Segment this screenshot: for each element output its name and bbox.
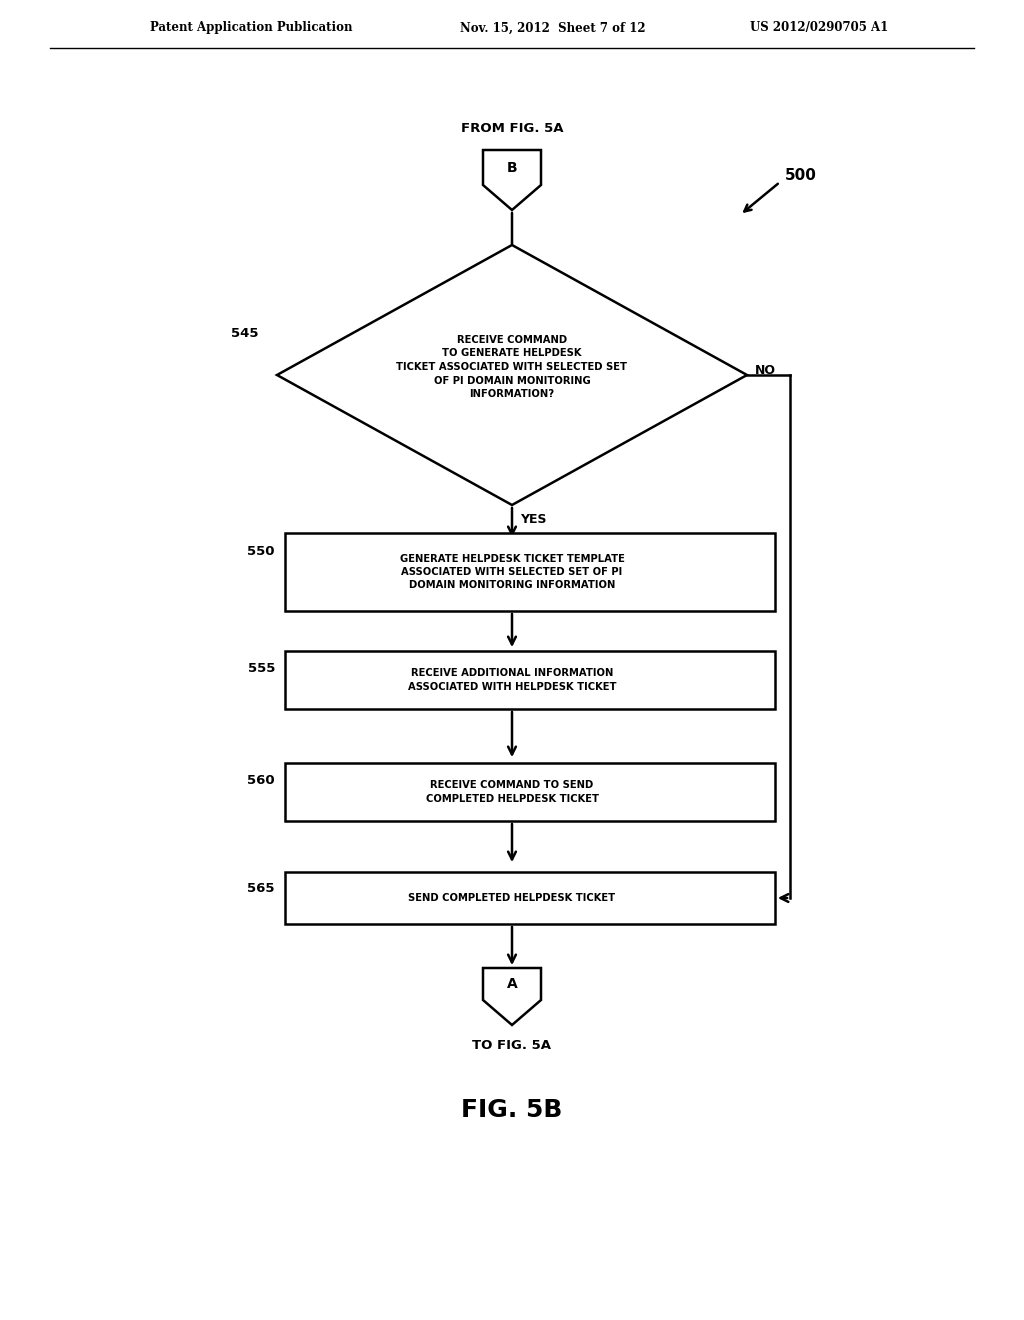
Text: US 2012/0290705 A1: US 2012/0290705 A1 [750,21,888,34]
FancyBboxPatch shape [285,873,775,924]
Text: SEND COMPLETED HELPDESK TICKET: SEND COMPLETED HELPDESK TICKET [409,894,615,903]
Text: TO FIG. 5A: TO FIG. 5A [472,1039,552,1052]
Text: RECEIVE ADDITIONAL INFORMATION
ASSOCIATED WITH HELPDESK TICKET: RECEIVE ADDITIONAL INFORMATION ASSOCIATE… [408,668,616,692]
Text: Nov. 15, 2012  Sheet 7 of 12: Nov. 15, 2012 Sheet 7 of 12 [460,21,645,34]
FancyBboxPatch shape [285,533,775,611]
Text: B: B [507,161,517,174]
Text: FIG. 5B: FIG. 5B [462,1098,562,1122]
Text: 565: 565 [248,882,275,895]
Text: 555: 555 [248,661,275,675]
Text: 500: 500 [785,168,817,182]
Text: 560: 560 [248,774,275,787]
Polygon shape [483,150,541,210]
Text: Patent Application Publication: Patent Application Publication [150,21,352,34]
FancyBboxPatch shape [285,763,775,821]
Text: GENERATE HELPDESK TICKET TEMPLATE
ASSOCIATED WITH SELECTED SET OF PI
DOMAIN MONI: GENERATE HELPDESK TICKET TEMPLATE ASSOCI… [399,554,625,590]
Text: RECEIVE COMMAND TO SEND
COMPLETED HELPDESK TICKET: RECEIVE COMMAND TO SEND COMPLETED HELPDE… [426,780,598,804]
FancyBboxPatch shape [285,651,775,709]
Text: YES: YES [520,513,547,525]
Text: 550: 550 [248,545,275,558]
Polygon shape [483,968,541,1026]
Polygon shape [278,246,746,506]
Text: RECEIVE COMMAND
TO GENERATE HELPDESK
TICKET ASSOCIATED WITH SELECTED SET
OF PI D: RECEIVE COMMAND TO GENERATE HELPDESK TIC… [396,335,628,399]
Text: NO: NO [755,363,776,376]
Text: 545: 545 [231,326,259,339]
Text: FROM FIG. 5A: FROM FIG. 5A [461,121,563,135]
Text: A: A [507,977,517,991]
